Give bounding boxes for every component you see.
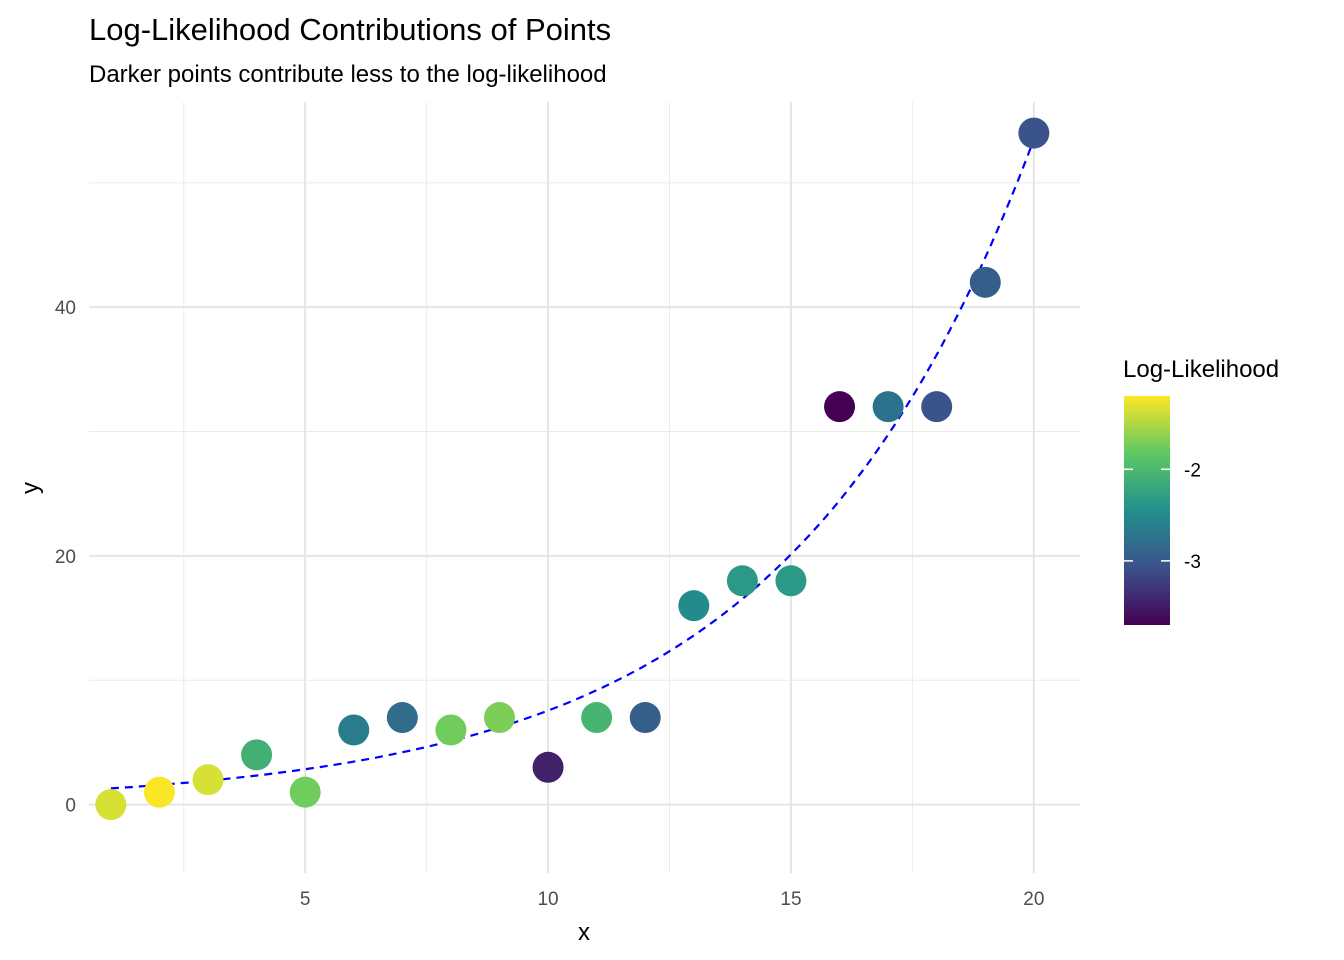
y-axis-ticks: 0 20 40 [55,298,76,816]
data-point [241,739,273,771]
y-tick-label: 20 [55,547,76,568]
fitted-curve [110,138,1035,790]
colorbar [1124,396,1170,625]
colorbar-tick-label: -2 [1184,460,1201,481]
data-point [192,764,224,796]
data-point [921,391,953,423]
legend-title: Log-Likelihood [1123,356,1279,383]
x-tick-label: 10 [537,889,558,910]
gridlines [89,102,1080,873]
chart-subtitle: Darker points contribute less to the log… [89,61,607,88]
y-tick-label: 40 [55,298,76,319]
data-point [338,714,370,746]
colorbar-ticks: -2 -3 [1124,460,1201,573]
data-point [95,789,127,821]
data-point [483,702,515,734]
y-axis-title: y [17,482,44,494]
x-tick-label: 15 [780,889,801,910]
data-point [581,702,613,734]
data-point [435,714,467,746]
data-point [775,565,807,597]
data-points [95,117,1050,821]
data-point [386,702,418,734]
x-tick-label: 5 [300,889,311,910]
data-point [143,776,175,808]
legend: Log-Likelihood -2 -3 [1123,356,1279,625]
x-tick-label: 20 [1023,889,1044,910]
data-point [824,391,856,423]
data-point [629,702,661,734]
x-axis-ticks: 5 10 15 20 [300,889,1045,910]
x-axis-title: x [578,919,590,946]
data-point [872,391,904,423]
colorbar-tick-label: -3 [1184,552,1201,573]
data-point [726,565,758,597]
data-point [678,590,710,622]
y-tick-label: 0 [65,796,76,817]
chart-title: Log-Likelihood Contributions of Points [89,12,611,47]
data-point [1018,117,1050,149]
data-point [289,776,321,808]
data-point [532,751,564,783]
data-point [969,266,1001,298]
